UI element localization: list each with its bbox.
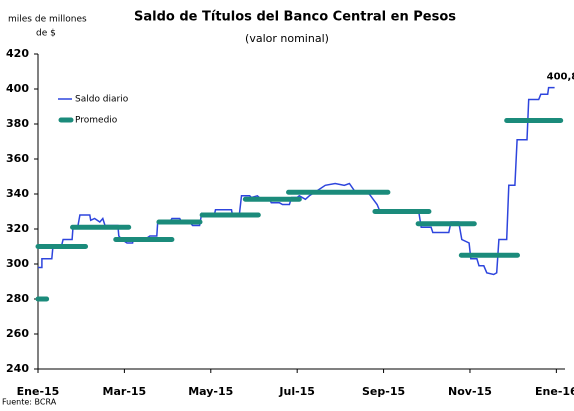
legend-label: Promedio: [75, 116, 118, 126]
x-tick-label: Sep-15: [362, 385, 405, 398]
y-tick-label: 320: [6, 222, 29, 235]
y-tick-label: 420: [6, 47, 29, 60]
y-axis-label: de $: [36, 29, 56, 39]
annotation: 400,8: [547, 72, 574, 83]
legend-label: Saldo diario: [75, 95, 129, 105]
x-tick-label: Jul-15: [278, 385, 315, 398]
source: Fuente: BCRA: [2, 398, 57, 407]
y-axis-label: miles de millones: [8, 15, 87, 25]
x-tick-label: Ene-15: [17, 385, 60, 398]
x-tick-label: May-15: [188, 385, 233, 398]
y-tick-label: 380: [6, 117, 29, 130]
y-tick-label: 400: [6, 82, 29, 95]
y-tick-label: 300: [6, 257, 29, 270]
x-tick-label: Nov-15: [448, 385, 492, 398]
x-tick-label: Ene-16: [535, 385, 574, 398]
y-tick-label: 280: [6, 292, 29, 305]
y-tick-label: 240: [6, 362, 29, 375]
y-tick-label: 360: [6, 152, 29, 165]
chart-title: Saldo de Títulos del Banco Central en Pe…: [134, 10, 456, 25]
x-tick-label: Mar-15: [103, 385, 147, 398]
y-tick-label: 340: [6, 187, 29, 200]
y-tick-label: 260: [6, 327, 29, 340]
chart-subtitle: (valor nominal): [245, 32, 329, 45]
